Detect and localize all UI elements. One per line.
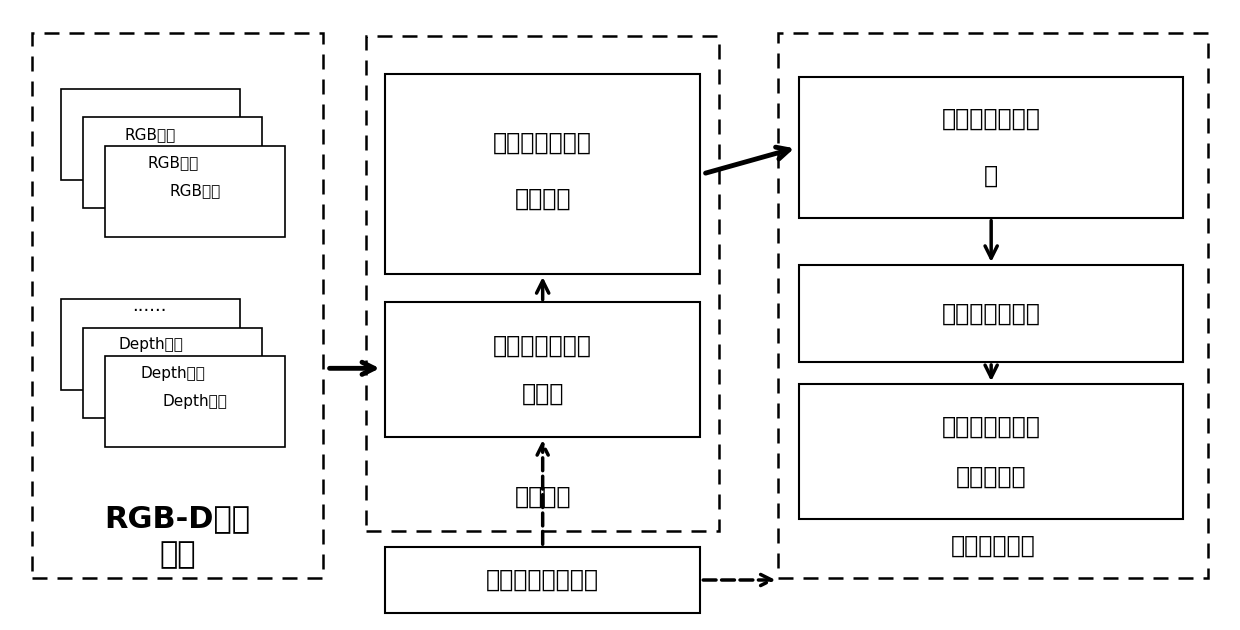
Bar (105, 356, 285, 447)
Text: 序列: 序列 (160, 540, 196, 569)
Text: Depth图像: Depth图像 (162, 394, 227, 409)
Text: 割: 割 (985, 163, 998, 188)
Bar (384, 302, 701, 437)
Text: Depth图像: Depth图像 (140, 365, 205, 381)
Bar (800, 384, 1183, 519)
Text: RGB图像: RGB图像 (170, 183, 221, 198)
Bar (800, 265, 1183, 362)
Bar (83, 117, 263, 209)
Text: 目标识别: 目标识别 (515, 485, 570, 509)
Bar (32, 33, 324, 578)
Bar (105, 146, 285, 237)
Bar (800, 77, 1183, 218)
Text: RGB图像: RGB图像 (148, 156, 198, 170)
Text: 基于一致性约束: 基于一致性约束 (941, 415, 1040, 438)
Text: ......: ...... (133, 297, 167, 314)
Bar (366, 36, 719, 531)
Text: 的定位估计: 的定位估计 (956, 464, 1027, 488)
Text: 识别指令（可选）: 识别指令（可选） (486, 568, 599, 592)
Text: 基于深度网络的: 基于深度网络的 (494, 130, 593, 154)
Text: 选集合: 选集合 (522, 382, 564, 406)
Text: RGB图像: RGB图像 (125, 127, 176, 142)
Text: 检测区域目标分: 检测区域目标分 (941, 107, 1040, 131)
Text: 目标精准定位: 目标精准定位 (951, 534, 1035, 558)
Bar (779, 33, 1208, 578)
Bar (83, 328, 263, 418)
Bar (384, 74, 701, 274)
Bar (61, 89, 241, 180)
Text: RGB-D视频: RGB-D视频 (104, 505, 250, 534)
Bar (384, 547, 701, 613)
Text: Depth图像: Depth图像 (118, 337, 184, 352)
Text: 候选识别: 候选识别 (515, 187, 570, 211)
Text: 帧间传递及优化: 帧间传递及优化 (941, 301, 1040, 326)
Bar (61, 299, 241, 390)
Text: 提取目标识别候: 提取目标识别候 (494, 334, 593, 358)
